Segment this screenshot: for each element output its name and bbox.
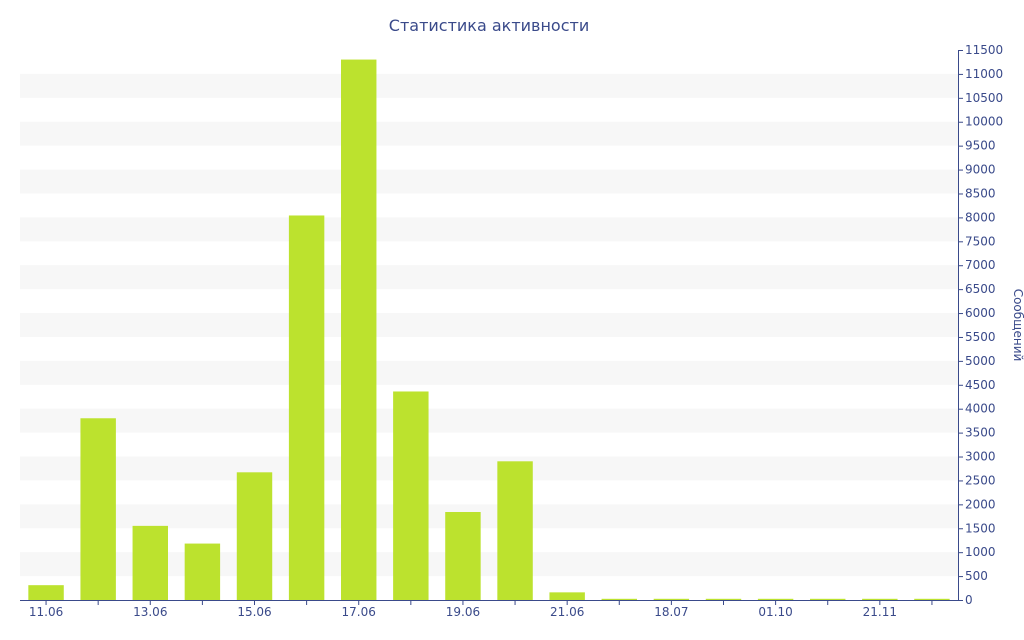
x-tick-label: 01.10 bbox=[758, 605, 792, 619]
y-tick-label: 1500 bbox=[965, 521, 996, 535]
x-tick-label: 13.06 bbox=[133, 605, 167, 619]
y-tick-label: 10500 bbox=[965, 91, 1003, 105]
x-tick-label: 15.06 bbox=[237, 605, 271, 619]
grid-band bbox=[20, 265, 958, 290]
x-tick-label: 11.06 bbox=[29, 605, 63, 619]
grid-band bbox=[20, 456, 958, 481]
y-tick-label: 9500 bbox=[965, 139, 996, 153]
bar[interactable] bbox=[132, 525, 168, 600]
bar[interactable] bbox=[236, 472, 273, 600]
axes bbox=[20, 50, 959, 601]
y-tick-label: 3500 bbox=[965, 426, 996, 440]
y-tick-label: 1000 bbox=[965, 545, 996, 559]
y-tick-label: 9000 bbox=[965, 163, 996, 177]
y-tick-label: 11000 bbox=[965, 67, 1003, 81]
y-tick-label: 2000 bbox=[965, 497, 996, 511]
grid-bands bbox=[20, 73, 958, 577]
y-tick-label: 7000 bbox=[965, 258, 996, 272]
bar[interactable] bbox=[497, 461, 533, 600]
bar[interactable] bbox=[757, 598, 794, 600]
bar[interactable] bbox=[28, 585, 64, 600]
y-tick-label: 5000 bbox=[965, 354, 996, 368]
chart-title: Статистика активности bbox=[389, 16, 589, 35]
y-tick-label: 0 bbox=[965, 593, 973, 607]
y-tick-label: 8000 bbox=[965, 210, 996, 224]
y-tick-label: 6500 bbox=[965, 282, 996, 296]
bar[interactable] bbox=[914, 598, 950, 600]
y-tick-label: 6000 bbox=[965, 306, 996, 320]
bar[interactable] bbox=[341, 59, 377, 601]
bar[interactable] bbox=[653, 598, 690, 600]
bar[interactable] bbox=[549, 592, 585, 600]
x-tick-label: 17.06 bbox=[342, 605, 376, 619]
x-tick-label: 21.11 bbox=[863, 605, 897, 619]
grid-band bbox=[20, 313, 958, 337]
y-tick-label: 500 bbox=[965, 569, 988, 583]
bars bbox=[28, 59, 950, 601]
y-tick-label: 10000 bbox=[965, 115, 1003, 129]
y-tick-label: 3000 bbox=[965, 450, 996, 464]
grid-band bbox=[20, 121, 958, 146]
x-tick-label: 19.06 bbox=[446, 605, 480, 619]
bar[interactable] bbox=[445, 512, 481, 600]
y-tick-label: 8500 bbox=[965, 186, 996, 200]
bar[interactable] bbox=[80, 418, 116, 600]
y-tick-label: 7500 bbox=[965, 234, 996, 248]
x-tick-label: 21.06 bbox=[550, 605, 584, 619]
bar[interactable] bbox=[862, 598, 898, 600]
bar[interactable] bbox=[705, 598, 742, 600]
y-tick-label: 4000 bbox=[965, 402, 996, 416]
x-tick-label: 18.07 bbox=[654, 605, 688, 619]
y-tick-label: 4500 bbox=[965, 378, 996, 392]
bar[interactable] bbox=[288, 215, 325, 600]
y-tick-label: 11500 bbox=[965, 43, 1003, 57]
grid-band bbox=[20, 504, 958, 529]
x-ticks: 11.06 13.06 15.06 17.06 19.06 21.06 18.07 01.10… bbox=[29, 600, 933, 619]
grid-band bbox=[20, 217, 958, 242]
grid-band bbox=[20, 73, 958, 98]
y-axis-label: Сообщений bbox=[1011, 289, 1024, 362]
y-ticks: 0 500 1000 1500 2000 2500 3000 3500 4000 4500 5000… bbox=[958, 43, 1003, 607]
bar[interactable] bbox=[393, 391, 429, 600]
bar[interactable] bbox=[601, 598, 637, 600]
y-tick-label: 2500 bbox=[965, 473, 996, 487]
grid-band bbox=[20, 169, 958, 194]
grid-band bbox=[20, 408, 958, 433]
bar[interactable] bbox=[184, 543, 221, 600]
grid-band bbox=[20, 360, 958, 385]
bar[interactable] bbox=[810, 598, 846, 600]
y-tick-label: 5500 bbox=[965, 330, 996, 344]
